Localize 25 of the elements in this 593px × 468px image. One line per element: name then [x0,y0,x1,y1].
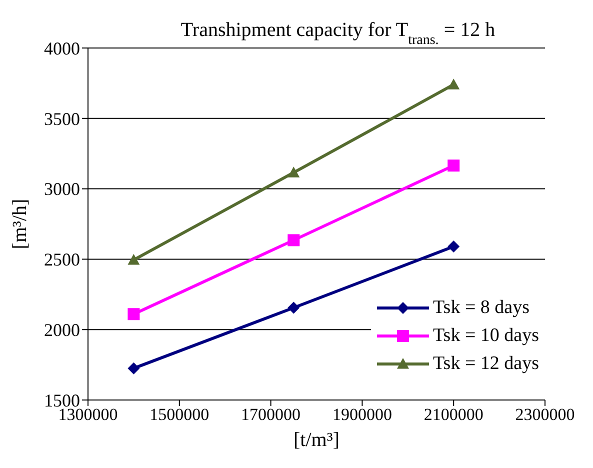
point [288,234,300,246]
legend-label: Tsk = 8 days [433,297,530,319]
x-tick-label: 1500000 [150,405,210,424]
x-tick-label: 1700000 [241,405,301,424]
x-tick-label: 1900000 [332,405,392,424]
point [288,302,300,314]
y-tick-label: 3500 [44,108,80,129]
y-tick-label: 3000 [44,179,80,200]
legend-label: Tsk = 10 days [433,325,539,347]
point [128,308,140,320]
point [448,78,460,90]
x-tick-label: 2300000 [515,405,575,424]
point [288,166,300,178]
point [448,240,460,253]
point [128,362,140,374]
y-axis-title: [m³/h] [9,198,31,250]
x-axis-title: [t/m³] [294,429,340,451]
point [128,254,140,265]
point [448,160,460,172]
x-tick-label: 2100000 [424,405,484,424]
legend-label: Tsk = 12 days [433,353,539,375]
y-tick-label: 4000 [44,38,80,58]
y-tick-label: 2000 [44,320,80,340]
chart-title: Transhipment capacity for T$_{trans.}$ = 12 h [180,19,496,48]
y-tick-label: 2500 [44,250,80,270]
